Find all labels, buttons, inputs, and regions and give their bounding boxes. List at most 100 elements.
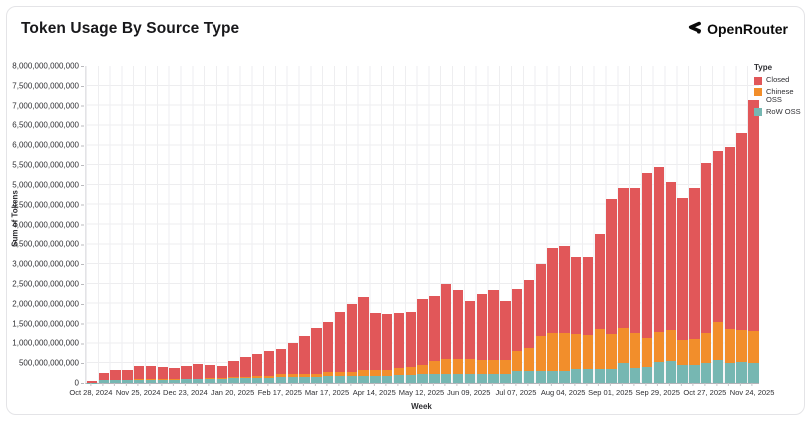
bar-week-52[interactable] [700, 66, 712, 383]
bar-segment-row-oss [358, 375, 369, 383]
bar-segment-chinese-oss [263, 376, 275, 379]
legend-item-closed[interactable]: Closed [754, 75, 802, 85]
bar-week-56[interactable] [748, 66, 760, 383]
bar-segment-row-oss [748, 362, 759, 383]
stacked-bar [275, 66, 287, 383]
bar-week-33[interactable] [476, 66, 488, 383]
bar-week-46[interactable] [629, 66, 641, 383]
bar-week-45[interactable] [618, 66, 630, 383]
bar-week-22[interactable] [346, 66, 358, 383]
bar-week-17[interactable] [287, 66, 299, 383]
legend-label: RoW OSS [766, 106, 801, 116]
bar-week-11[interactable] [216, 66, 228, 383]
stacked-bar [145, 66, 157, 383]
y-tick-label: 7,500,000,000,000 [12, 81, 79, 91]
bar-week-19[interactable] [310, 66, 322, 383]
bar-week-54[interactable] [724, 66, 736, 383]
legend-item-chinese-oss[interactable]: Chinese OSS [754, 87, 802, 105]
x-tick-label: Apr 14, 2025 [352, 388, 396, 397]
bar-week-3[interactable] [121, 66, 133, 383]
bar-week-4[interactable] [133, 66, 145, 383]
bar-segment-row-oss [677, 364, 688, 383]
bar-week-2[interactable] [110, 66, 122, 383]
chart-title: Token Usage By Source Type [21, 20, 240, 37]
bar-week-32[interactable] [464, 66, 476, 383]
plot-area [85, 66, 759, 384]
x-tick-label: Dec 23, 2024 [163, 388, 208, 397]
bar-segment-closed [665, 182, 676, 331]
bar-week-34[interactable] [488, 66, 500, 383]
bar-week-26[interactable] [393, 66, 405, 383]
bar-week-49[interactable] [665, 66, 677, 383]
stacked-bar [712, 66, 724, 383]
bar-segment-chinese-oss [216, 378, 228, 380]
bar-week-27[interactable] [405, 66, 417, 383]
bar-segment-closed [393, 313, 405, 369]
stacked-bar [535, 66, 546, 383]
bar-segment-closed [370, 313, 381, 370]
bar-segment-closed [311, 327, 322, 374]
bar-segment-chinese-oss [346, 372, 357, 377]
bar-segment-chinese-oss [370, 369, 381, 376]
bar-week-50[interactable] [677, 66, 689, 383]
bar-week-42[interactable] [582, 66, 594, 383]
bar-week-29[interactable] [429, 66, 441, 383]
bar-week-48[interactable] [653, 66, 665, 383]
bar-week-51[interactable] [688, 66, 700, 383]
bar-week-55[interactable] [736, 66, 748, 383]
bar-week-31[interactable] [452, 66, 464, 383]
bar-week-23[interactable] [358, 66, 370, 383]
bar-segment-row-oss [724, 362, 735, 383]
stacked-bar [287, 66, 298, 383]
legend: Type Closed Chinese OSS RoW OSS [754, 63, 802, 120]
bar-week-39[interactable] [547, 66, 559, 383]
bar-week-12[interactable] [228, 66, 240, 383]
bar-segment-chinese-oss [748, 330, 759, 363]
bar-week-53[interactable] [712, 66, 724, 383]
bar-week-30[interactable] [440, 66, 452, 383]
bar-week-8[interactable] [181, 66, 193, 383]
stacked-bar [618, 66, 629, 383]
bar-week-36[interactable] [511, 66, 523, 383]
legend-label: Closed [766, 75, 790, 84]
bar-week-5[interactable] [145, 66, 157, 383]
bar-week-18[interactable] [299, 66, 311, 383]
bar-segment-chinese-oss [417, 365, 428, 374]
bar-segment-row-oss [334, 376, 346, 383]
bar-week-40[interactable] [559, 66, 571, 383]
stacked-bar [571, 66, 582, 383]
bar-segment-closed [145, 365, 157, 380]
bar-week-13[interactable] [240, 66, 252, 383]
bar-week-6[interactable] [157, 66, 169, 383]
legend-item-row-oss[interactable]: RoW OSS [754, 106, 802, 117]
bar-week-15[interactable] [263, 66, 275, 383]
bar-week-43[interactable] [594, 66, 606, 383]
bar-segment-closed [630, 188, 641, 334]
bar-week-21[interactable] [334, 66, 346, 383]
bar-week-0[interactable] [86, 66, 98, 383]
bar-segment-row-oss [382, 375, 393, 383]
bar-week-44[interactable] [606, 66, 618, 383]
bar-segment-closed [417, 299, 428, 366]
bar-week-28[interactable] [417, 66, 429, 383]
bar-week-41[interactable] [570, 66, 582, 383]
stacked-bar [181, 66, 192, 383]
bar-week-16[interactable] [275, 66, 287, 383]
bar-week-24[interactable] [370, 66, 382, 383]
bar-week-7[interactable] [169, 66, 181, 383]
stacked-bar [216, 66, 228, 383]
bar-segment-closed [700, 162, 712, 334]
stacked-bar [606, 66, 617, 383]
bar-segment-row-oss [393, 375, 405, 383]
bar-week-37[interactable] [523, 66, 535, 383]
bar-week-14[interactable] [251, 66, 263, 383]
bar-week-1[interactable] [98, 66, 110, 383]
bar-week-35[interactable] [499, 66, 511, 383]
bar-week-10[interactable] [204, 66, 216, 383]
bar-week-25[interactable] [381, 66, 393, 383]
bar-week-38[interactable] [535, 66, 547, 383]
bar-week-47[interactable] [641, 66, 653, 383]
bar-week-20[interactable] [322, 66, 334, 383]
bar-segment-chinese-oss [606, 334, 617, 370]
bar-week-9[interactable] [192, 66, 204, 383]
